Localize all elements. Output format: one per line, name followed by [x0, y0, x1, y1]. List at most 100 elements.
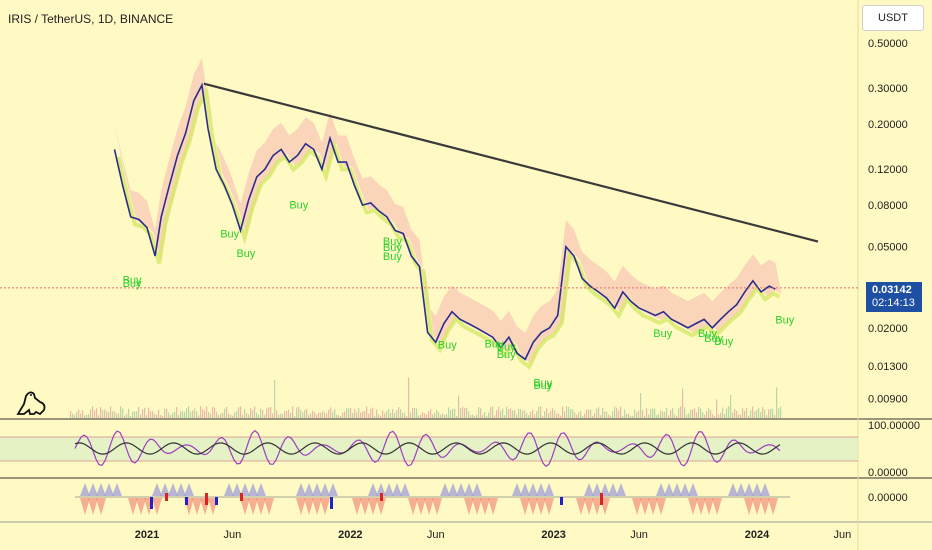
volume-bar: [556, 413, 558, 418]
volume-bar: [150, 411, 152, 418]
oscillator-up-triangle: [328, 483, 338, 496]
volume-bar: [192, 410, 194, 418]
oscillator-down-triangle: [536, 498, 546, 515]
time-tick-label: 2022: [338, 529, 362, 541]
oscillator-histogram-bar: [185, 497, 188, 505]
oscillator-up-triangle: [680, 483, 690, 496]
volume-bar: [654, 408, 656, 418]
volume-bar: [196, 411, 198, 418]
volume-bar: [564, 411, 566, 418]
volume-bar: [660, 410, 662, 418]
rsi-tick-label: 0.00000: [868, 467, 908, 479]
volume-bar: [730, 395, 732, 418]
volume-bar: [692, 409, 694, 418]
oscillator-down-triangle: [88, 498, 98, 515]
volume-bar: [180, 411, 182, 418]
volume-bar: [160, 414, 162, 418]
volume-bar: [338, 415, 340, 418]
volume-bar: [550, 411, 552, 418]
volume-bar: [130, 415, 132, 418]
volume-bar: [116, 413, 118, 418]
volume-bar: [696, 412, 698, 418]
volume-bar: [612, 411, 614, 418]
rsi-tick-label: 100.00000: [868, 420, 920, 432]
volume-bar: [314, 412, 316, 418]
volume-bar: [110, 406, 112, 418]
volume-bar: [252, 410, 254, 418]
volume-bar: [456, 415, 458, 418]
last-price-value: 0.03142: [872, 284, 912, 296]
volume-bar: [592, 415, 594, 418]
volume-bar: [748, 415, 750, 418]
volume-bar: [634, 409, 636, 418]
volume-bar: [760, 411, 762, 418]
volume-bar: [224, 408, 226, 418]
volume-bar: [594, 413, 596, 418]
oscillator-up-triangle: [392, 483, 402, 496]
buy-signal-label: Buy: [383, 251, 402, 263]
volume-bar: [566, 406, 568, 418]
volume-bar: [702, 412, 704, 418]
volume-bar: [624, 409, 626, 418]
oscillator-histogram-bar: [165, 493, 168, 501]
oscillator-up-triangle: [584, 483, 594, 496]
volume-bar: [344, 411, 346, 418]
volume-bar: [468, 411, 470, 418]
oscillator-down-triangle: [408, 498, 418, 515]
volume-bar: [92, 406, 94, 418]
volume-bar: [720, 412, 722, 418]
volume-bar: [310, 413, 312, 418]
volume-bar: [442, 413, 444, 418]
volume-bar: [510, 408, 512, 418]
volume-bar: [490, 407, 492, 418]
volume-bar: [80, 413, 82, 418]
oscillator-down-triangle: [712, 498, 722, 515]
volume-bar: [106, 411, 108, 418]
volume-bar: [484, 412, 486, 418]
volume-bar: [364, 410, 366, 418]
rsi-line: [74, 429, 781, 468]
volume-bar: [680, 406, 682, 418]
volume-bar: [170, 415, 172, 418]
oscillator-down-triangle: [368, 498, 378, 515]
volume-bar: [286, 411, 288, 418]
volume-bar: [210, 413, 212, 418]
volume-bar: [740, 414, 742, 418]
currency-button[interactable]: USDT: [862, 5, 924, 31]
oscillator-down-triangle: [576, 498, 586, 515]
volume-bar: [300, 409, 302, 418]
volume-bar: [460, 408, 462, 418]
volume-bar: [334, 409, 336, 418]
volume-bar: [666, 407, 668, 418]
volume-bar: [656, 415, 658, 418]
volume-bar: [428, 411, 430, 418]
buy-signal-label: Buy: [497, 341, 516, 353]
volume-bar: [272, 413, 274, 418]
volume-bar: [504, 415, 506, 418]
oscillator-up-triangle: [760, 483, 770, 496]
oscillator-histogram-bar: [380, 493, 383, 501]
volume-bar: [686, 414, 688, 418]
volume-bar: [628, 413, 630, 418]
volume-bar: [678, 407, 680, 418]
volume-bar: [518, 408, 520, 418]
volume-bar: [560, 415, 562, 418]
price-tick-label: 0.20000: [868, 119, 908, 131]
oscillator-down-triangle: [752, 498, 762, 515]
oscillator-up-triangle: [384, 483, 394, 496]
volume-bar: [728, 406, 730, 418]
volume-bar: [374, 415, 376, 418]
volume-bar: [520, 409, 522, 418]
volume-bar: [694, 408, 696, 418]
volume-bar: [322, 410, 324, 418]
volume-bar: [126, 413, 128, 418]
volume-bar: [422, 412, 424, 418]
oscillator-down-triangle: [544, 498, 554, 515]
volume-bar: [452, 408, 454, 418]
volume-bar: [336, 414, 338, 418]
volume-bar: [776, 387, 778, 418]
volume-bar: [514, 410, 516, 418]
volume-bar: [398, 407, 400, 418]
volume-bar: [298, 406, 300, 418]
